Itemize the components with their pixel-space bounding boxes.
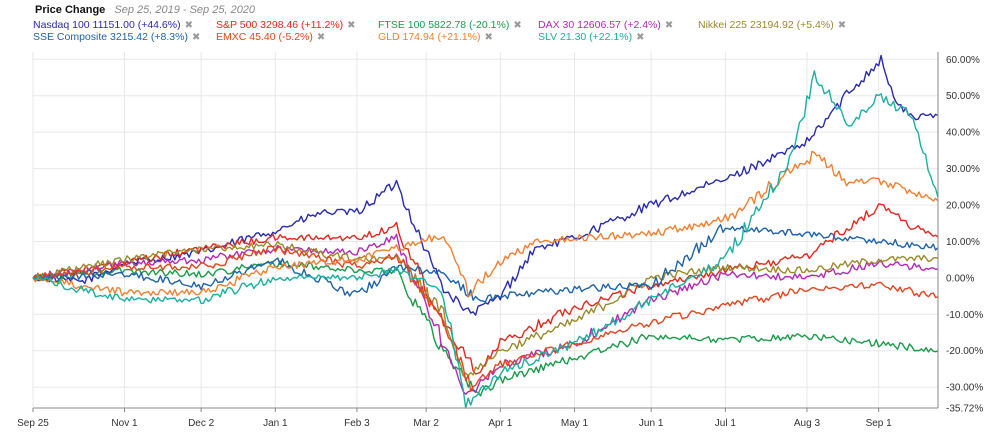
axes: 60.00% 50.00% 40.00% 30.00% 20.00% 10.00% 0.00… xyxy=(17,52,983,429)
series-line-sse-composite xyxy=(32,224,939,303)
x-tick-label: Sep 1 xyxy=(866,418,893,429)
legend-item[interactable]: FTSE 100 5822.78 (-20.1%) ✖ xyxy=(378,19,522,31)
legend-label: Nikkei 225 23194.92 (+5.4%) xyxy=(698,19,834,31)
series-line-gld xyxy=(32,150,939,298)
legend-label: FTSE 100 5822.78 (-20.1%) xyxy=(378,19,510,31)
series-line-nasdaq-100 xyxy=(32,54,939,316)
x-tick-label: Mar 2 xyxy=(413,418,439,429)
series-line-emxc xyxy=(32,245,939,392)
y-tick-label: 20.00% xyxy=(946,201,980,212)
legend-label: SLV 21.30 (+22.1%) xyxy=(538,31,633,43)
y-tick-label: -10.00% xyxy=(946,310,983,321)
legend-label: EMXC 45.40 (-5.2%) xyxy=(216,31,313,43)
remove-series-icon[interactable]: ✖ xyxy=(484,32,493,43)
legend-item[interactable]: SLV 21.30 (+22.1%) ✖ xyxy=(538,31,644,43)
legend-label: S&P 500 3298.46 (+11.2%) xyxy=(216,19,344,31)
y-tick-label: 30.00% xyxy=(946,164,980,175)
remove-series-icon[interactable]: ✖ xyxy=(184,20,193,31)
remove-series-icon[interactable]: ✖ xyxy=(191,32,201,43)
legend-label: DAX 30 12606.57 (+2.4%) xyxy=(538,19,661,31)
legend-item[interactable]: SSE Composite 3215.42 (+8.3%) ✖ xyxy=(33,31,200,43)
y-tick-label: -35.72% xyxy=(946,404,983,415)
chart-header: Price Change Sep 25, 2019 - Sep 25, 2020 xyxy=(35,4,255,16)
remove-series-icon[interactable]: ✖ xyxy=(837,20,847,31)
y-tick-label: 40.00% xyxy=(946,128,980,139)
x-tick-label: May 1 xyxy=(561,418,589,429)
series-lines xyxy=(32,54,939,409)
series-line-slv xyxy=(32,70,939,409)
legend-label: GLD 174.94 (+21.1%) xyxy=(378,31,481,43)
x-tick-label: Jun 1 xyxy=(639,418,664,429)
series-line-ftse-100 xyxy=(32,260,939,397)
x-tick-label: Aug 3 xyxy=(794,418,821,429)
chart-title: Price Change xyxy=(35,4,106,16)
remove-series-icon[interactable]: ✖ xyxy=(347,20,356,31)
legend-label: SSE Composite 3215.42 (+8.3%) xyxy=(33,31,188,43)
series-line-dax-30 xyxy=(32,233,939,395)
y-tick-label: -30.00% xyxy=(946,383,983,394)
x-tick-label: Nov 1 xyxy=(111,418,138,429)
legend-item[interactable]: Nikkei 225 23194.92 (+5.4%) ✖ xyxy=(698,19,846,31)
remove-series-icon[interactable]: ✖ xyxy=(636,32,645,43)
legend-label: Nasdaq 100 11151.00 (+44.6%) xyxy=(33,19,181,31)
legend-item[interactable]: Nasdaq 100 11151.00 (+44.6%) ✖ xyxy=(33,19,193,31)
grid-lines xyxy=(32,52,938,408)
chart-subtitle: Sep 25, 2019 - Sep 25, 2020 xyxy=(114,4,256,16)
legend-item[interactable]: EMXC 45.40 (-5.2%) ✖ xyxy=(216,31,325,43)
y-tick-label: 10.00% xyxy=(946,237,980,248)
x-tick-label: Feb 3 xyxy=(344,418,370,429)
y-tick-label: -20.00% xyxy=(946,346,983,357)
series-line-nikkei-225 xyxy=(32,240,939,377)
y-tick-label: 0.00% xyxy=(946,273,974,284)
x-tick-label: Jan 1 xyxy=(263,418,288,429)
legend-item[interactable]: DAX 30 12606.57 (+2.4%) ✖ xyxy=(538,19,673,31)
remove-series-icon[interactable]: ✖ xyxy=(664,20,674,31)
legend-item[interactable]: S&P 500 3298.46 (+11.2%) ✖ xyxy=(216,19,356,31)
remove-series-icon[interactable]: ✖ xyxy=(513,20,522,31)
remove-series-icon[interactable]: ✖ xyxy=(316,32,326,43)
x-tick-label: Jul 1 xyxy=(715,418,737,429)
x-tick-label: Dec 2 xyxy=(188,418,215,429)
x-tick-label: Sep 25 xyxy=(17,418,49,429)
x-tick-label: Apr 1 xyxy=(488,418,512,429)
y-tick-label: 50.00% xyxy=(946,91,980,102)
legend-item[interactable]: GLD 174.94 (+21.1%) ✖ xyxy=(378,31,493,43)
y-tick-label: 60.00% xyxy=(946,55,980,66)
